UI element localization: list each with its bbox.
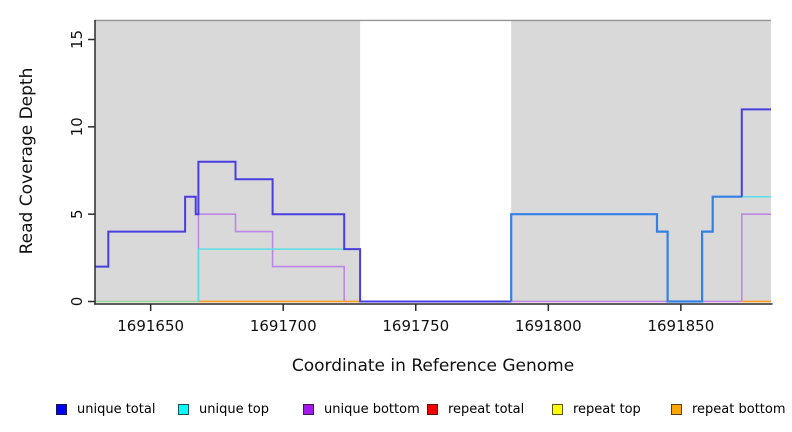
legend: unique total unique top unique bottom re… bbox=[0, 401, 792, 419]
svg-text:0: 0 bbox=[68, 297, 86, 307]
legend-label: repeat top bbox=[573, 401, 641, 417]
legend-label: repeat bottom bbox=[692, 401, 786, 417]
legend-item-unique-bottom: unique bottom bbox=[303, 401, 420, 417]
repeat-total-swatch bbox=[427, 403, 438, 415]
legend-item-unique-total: unique total bbox=[56, 401, 155, 417]
svg-text:1691700: 1691700 bbox=[250, 317, 317, 335]
unique-bottom-swatch bbox=[303, 403, 314, 415]
svg-text:15: 15 bbox=[68, 30, 86, 49]
legend-label: unique bottom bbox=[324, 401, 420, 417]
legend-label: repeat total bbox=[448, 401, 525, 417]
repeat-top-swatch bbox=[552, 403, 563, 415]
svg-text:1691650: 1691650 bbox=[117, 317, 184, 335]
repeat-bottom-swatch bbox=[671, 403, 682, 415]
svg-text:1691750: 1691750 bbox=[382, 317, 449, 335]
legend-label: unique total bbox=[77, 401, 156, 417]
unique-top-swatch bbox=[178, 403, 189, 415]
legend-item-repeat-top: repeat top bbox=[552, 401, 641, 417]
x-axis-title: Coordinate in Reference Genome bbox=[291, 356, 575, 376]
svg-text:1691850: 1691850 bbox=[647, 317, 714, 335]
svg-text:5: 5 bbox=[68, 209, 86, 219]
svg-text:1691800: 1691800 bbox=[515, 317, 582, 335]
legend-item-repeat-total: repeat total bbox=[427, 401, 524, 417]
svg-text:10: 10 bbox=[68, 117, 86, 136]
legend-item-unique-top: unique top bbox=[178, 401, 269, 417]
unique-total-swatch bbox=[56, 403, 67, 415]
y-axis-title: Read Coverage Depth bbox=[17, 67, 37, 255]
legend-label: unique top bbox=[199, 401, 270, 417]
legend-item-repeat-bottom: repeat bottom bbox=[671, 401, 786, 417]
